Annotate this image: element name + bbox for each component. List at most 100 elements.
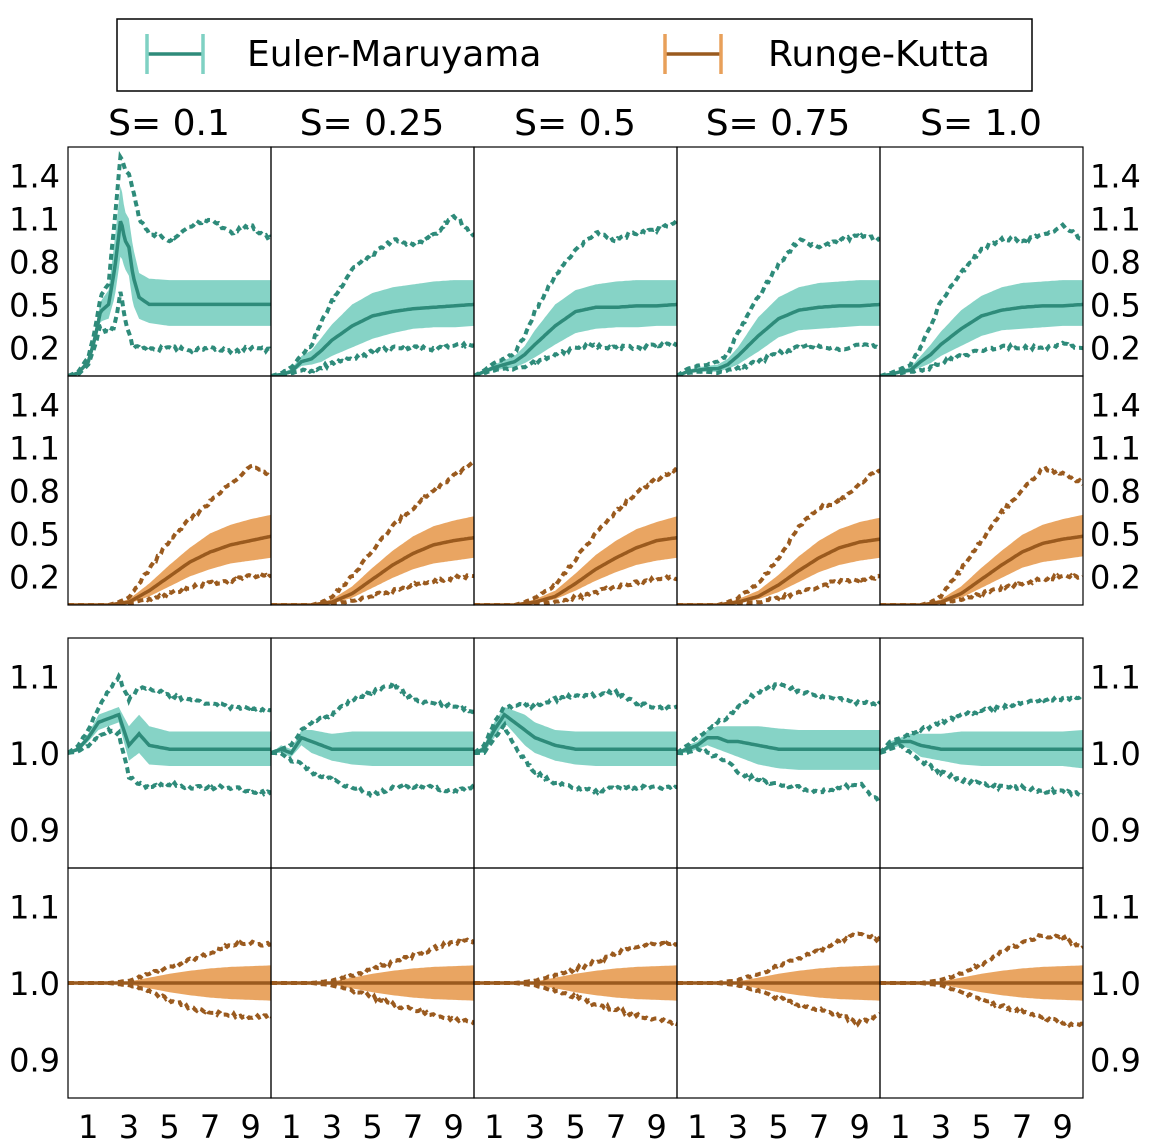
x-tick-label: 1 (890, 1108, 910, 1144)
x-tick-label: 3 (119, 1108, 139, 1144)
panel-frame (67, 146, 272, 377)
upper-bound-line (68, 672, 271, 755)
panel-frame (676, 375, 881, 606)
panel (676, 375, 881, 606)
plot-area (677, 232, 880, 376)
errorbar-icon (663, 34, 723, 74)
lower-bound-line (474, 340, 677, 376)
mean-line (474, 535, 677, 605)
lower-bound-line (677, 341, 880, 376)
std-band (68, 707, 271, 766)
column-title: S= 1.0 (920, 103, 1042, 144)
upper-bound-line (271, 679, 474, 755)
column-title: S= 0.1 (108, 103, 230, 144)
plot-area (271, 213, 474, 376)
y-tick-label-left: 1.4 (9, 387, 60, 425)
panel (67, 637, 272, 869)
panel (270, 637, 475, 869)
x-tick-label: 1 (78, 1108, 98, 1144)
panel-frame (879, 375, 1084, 606)
std-band (474, 707, 677, 766)
plot-area (271, 937, 474, 1026)
y-tick-label-right: 1.0 (1090, 965, 1141, 1003)
legend-entry-euler-maruyama: Euler-Maruyama (145, 34, 541, 75)
column-title: S= 0.25 (300, 103, 445, 144)
x-tick-label: 9 (241, 1108, 261, 1144)
std-band (677, 280, 880, 376)
plot-area (68, 463, 271, 605)
y-tick-label-right: 1.1 (1090, 430, 1141, 468)
plot-area (68, 672, 271, 797)
y-tick-label-left: 0.9 (9, 1042, 60, 1080)
y-tick-label-right: 0.2 (1090, 329, 1141, 367)
x-tick-label: 3 (525, 1108, 545, 1144)
panel (676, 146, 881, 377)
y-tick-label-left: 0.9 (9, 812, 60, 850)
x-tick-label: 7 (1012, 1108, 1032, 1144)
panel (879, 637, 1084, 869)
upper-bound-line (68, 150, 271, 376)
plot-area (68, 939, 271, 1022)
panel-frame (676, 146, 881, 377)
lower-bound-line (474, 720, 677, 796)
x-tick-label: 9 (1053, 1108, 1073, 1144)
y-tick-label-left: 1.0 (9, 965, 60, 1003)
y-tick-label-right: 0.5 (1090, 286, 1141, 324)
x-tick-label: 1 (484, 1108, 504, 1144)
upper-bound-line (474, 466, 677, 605)
std-band (474, 516, 677, 605)
mean-line (271, 302, 474, 376)
y-tick-label-right: 1.4 (1090, 158, 1141, 196)
upper-bound-line (474, 687, 677, 755)
panel-frame (473, 375, 678, 606)
lower-bound-line (271, 750, 474, 799)
lower-bound-line (68, 572, 271, 605)
plot-area (880, 931, 1083, 1029)
lower-bound-line (271, 573, 474, 605)
y-tick-label-right: 0.9 (1090, 1042, 1141, 1080)
panel-frame (879, 146, 1084, 377)
plot-area (880, 692, 1083, 799)
legend-frame (116, 18, 1033, 92)
mean-line (677, 735, 880, 755)
y-tick-label-left: 1.1 (9, 201, 60, 239)
panel (67, 146, 272, 377)
panel (879, 375, 1084, 606)
lower-bound-line (68, 291, 271, 376)
lower-bound-line (677, 746, 880, 805)
y-tick-label-left: 0.8 (9, 244, 60, 282)
y-tick-label-right: 1.4 (1090, 387, 1141, 425)
lower-bound-line (474, 573, 677, 605)
y-tick-label-left: 0.2 (9, 558, 60, 596)
std-band (68, 514, 271, 605)
y-tick-label-right: 1.1 (1090, 201, 1141, 239)
lower-bound-line (271, 340, 474, 376)
x-tick-label: 5 (565, 1108, 585, 1144)
mean-line (474, 712, 677, 755)
lower-bound-line (677, 573, 880, 605)
upper-bound-line (677, 468, 880, 605)
y-tick-label-left: 0.5 (9, 515, 60, 553)
upper-bound-line (271, 459, 474, 605)
x-tick-label: 7 (809, 1108, 829, 1144)
x-tick-label: 3 (931, 1108, 951, 1144)
y-tick-label-left: 0.2 (9, 329, 60, 367)
x-tick-label: 1 (687, 1108, 707, 1144)
x-tick-label: 5 (362, 1108, 382, 1144)
upper-bound-line (271, 213, 474, 376)
x-tick-label: 3 (322, 1108, 342, 1144)
panel (473, 146, 678, 377)
x-tick-label: 9 (444, 1108, 464, 1144)
y-tick-label-left: 1.1 (9, 430, 60, 468)
plot-area (677, 680, 880, 805)
panel (270, 146, 475, 377)
mean-line (880, 302, 1083, 376)
panel-frame (879, 867, 1084, 1099)
upper-bound-line (474, 218, 677, 376)
upper-bound-line (880, 221, 1083, 376)
std-band (880, 514, 1083, 605)
